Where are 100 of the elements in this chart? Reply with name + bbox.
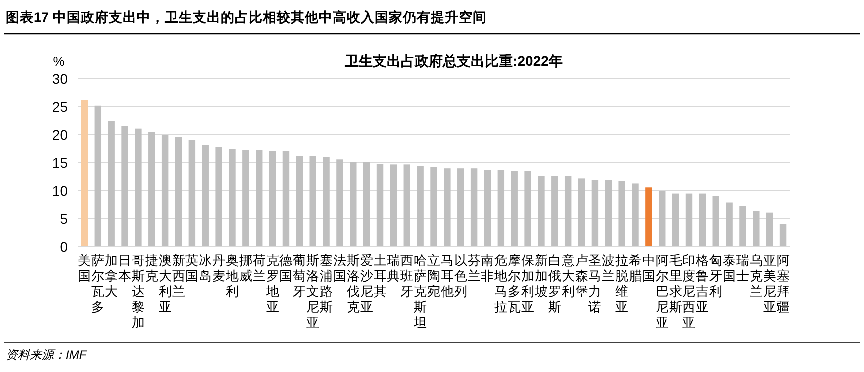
bar xyxy=(712,196,720,247)
bar xyxy=(81,100,88,247)
x-tick-label: 克罗地亚 xyxy=(265,253,280,314)
x-tick-label: 卢森堡 xyxy=(575,253,588,299)
x-tick-label: 葡萄牙 xyxy=(293,253,306,299)
bar xyxy=(188,140,196,247)
x-tick-label: 中国 xyxy=(642,253,656,284)
x-tick-label: 南非 xyxy=(481,253,494,284)
bar xyxy=(686,194,693,247)
x-tick-label: 日本 xyxy=(118,253,132,284)
x-tick-label: 圣马力诺 xyxy=(588,253,602,314)
x-tick-label: 土耳其 xyxy=(374,253,387,299)
x-tick-label: 法国 xyxy=(333,253,346,284)
y-tick-label: 25 xyxy=(52,98,68,115)
x-tick-label: 白俄罗斯 xyxy=(548,253,562,314)
x-tick-label: 新西兰 xyxy=(172,253,186,299)
y-tick-label: 15 xyxy=(52,154,68,171)
bar xyxy=(390,164,398,247)
bar xyxy=(538,176,545,247)
bar xyxy=(256,150,263,247)
x-tick-label: 匈牙利 xyxy=(710,253,723,299)
bar xyxy=(753,211,760,247)
bar xyxy=(282,151,290,247)
x-tick-label: 西班牙 xyxy=(400,253,414,299)
bar xyxy=(618,181,626,247)
bar xyxy=(592,180,599,247)
bar xyxy=(376,164,384,247)
bar xyxy=(699,194,706,247)
y-tick-label: 30 xyxy=(52,70,68,87)
bar xyxy=(94,106,102,247)
bar xyxy=(780,224,787,247)
x-tick-label: 波兰 xyxy=(602,253,616,284)
bar xyxy=(632,184,639,247)
bar xyxy=(646,188,652,247)
text: 资料来源：IMF xyxy=(6,348,88,362)
x-tick-label: 塞浦路斯 xyxy=(320,253,334,314)
bar xyxy=(766,212,774,247)
y-tick-label: 0 xyxy=(60,238,68,255)
x-tick-label: 印度尼西亚 xyxy=(682,253,696,330)
x-tick-label: 加拿大 xyxy=(105,253,118,299)
bar xyxy=(605,180,612,247)
x-tick-label: 亚美尼亚 xyxy=(763,253,776,314)
y-tick-label: 10 xyxy=(52,182,68,199)
x-tick-label: 澳大利亚 xyxy=(158,253,172,314)
bar xyxy=(740,206,746,247)
x-tick-label: 马耳他 xyxy=(440,253,454,299)
x-tick-label: 斯洛文尼亚 xyxy=(306,253,320,330)
bar xyxy=(404,164,410,247)
bar xyxy=(216,147,222,247)
x-tick-label: 乌克兰 xyxy=(750,253,763,299)
x-tick-label: 以色列 xyxy=(454,253,468,299)
x-tick-label: 芬兰 xyxy=(468,253,481,284)
y-axis-title: % xyxy=(53,54,66,69)
bar xyxy=(350,162,357,247)
x-tick-label: 哥斯达黎加 xyxy=(132,253,145,330)
bar xyxy=(524,171,532,247)
x-tick-label: 爱沙尼亚 xyxy=(360,253,374,314)
bar xyxy=(458,168,464,247)
x-tick-label: 丹麦 xyxy=(212,253,226,284)
bar xyxy=(269,151,276,247)
bar xyxy=(672,194,680,247)
bar xyxy=(470,168,478,247)
bar xyxy=(498,170,505,247)
bar xyxy=(175,137,182,247)
x-tick-label: 斯洛伐克 xyxy=(346,253,360,314)
x-tick-label: 萨尔瓦多 xyxy=(92,253,105,314)
bar xyxy=(229,149,236,247)
x-tick-label: 挪威 xyxy=(239,253,252,284)
bar xyxy=(310,156,316,247)
x-tick-label: 拉脱维亚 xyxy=(616,253,629,314)
x-tick-label: 荷兰 xyxy=(252,253,266,284)
bar xyxy=(363,162,370,247)
x-tick-label: 新加坡 xyxy=(534,253,548,299)
x-tick-label: 德国 xyxy=(280,253,293,284)
bar xyxy=(108,121,115,247)
bar xyxy=(659,191,666,247)
bar xyxy=(135,128,142,247)
bar xyxy=(162,135,169,247)
bar xyxy=(296,156,304,247)
bar xyxy=(242,150,250,247)
bar xyxy=(726,202,733,247)
x-tick-label: 希腊 xyxy=(629,253,642,284)
bar xyxy=(430,167,438,247)
x-tick-label: 泰国 xyxy=(723,253,736,284)
x-tick-label: 摩尔多瓦 xyxy=(508,253,522,314)
bar xyxy=(511,171,518,247)
x-tick-label: 意大利 xyxy=(560,253,575,299)
x-tick-label: 哈萨克斯坦 xyxy=(413,253,428,330)
bar xyxy=(202,145,209,247)
bar xyxy=(484,170,492,247)
bar xyxy=(148,132,156,247)
bar xyxy=(122,126,128,247)
bar xyxy=(417,166,424,247)
x-tick-label: 阿尔巴尼亚 xyxy=(656,253,669,330)
bar xyxy=(564,176,572,247)
x-tick-label: 美国 xyxy=(78,253,92,284)
bar xyxy=(578,178,586,247)
bar xyxy=(323,157,330,247)
x-tick-label: 瑞士 xyxy=(736,253,750,284)
bar xyxy=(444,168,451,247)
